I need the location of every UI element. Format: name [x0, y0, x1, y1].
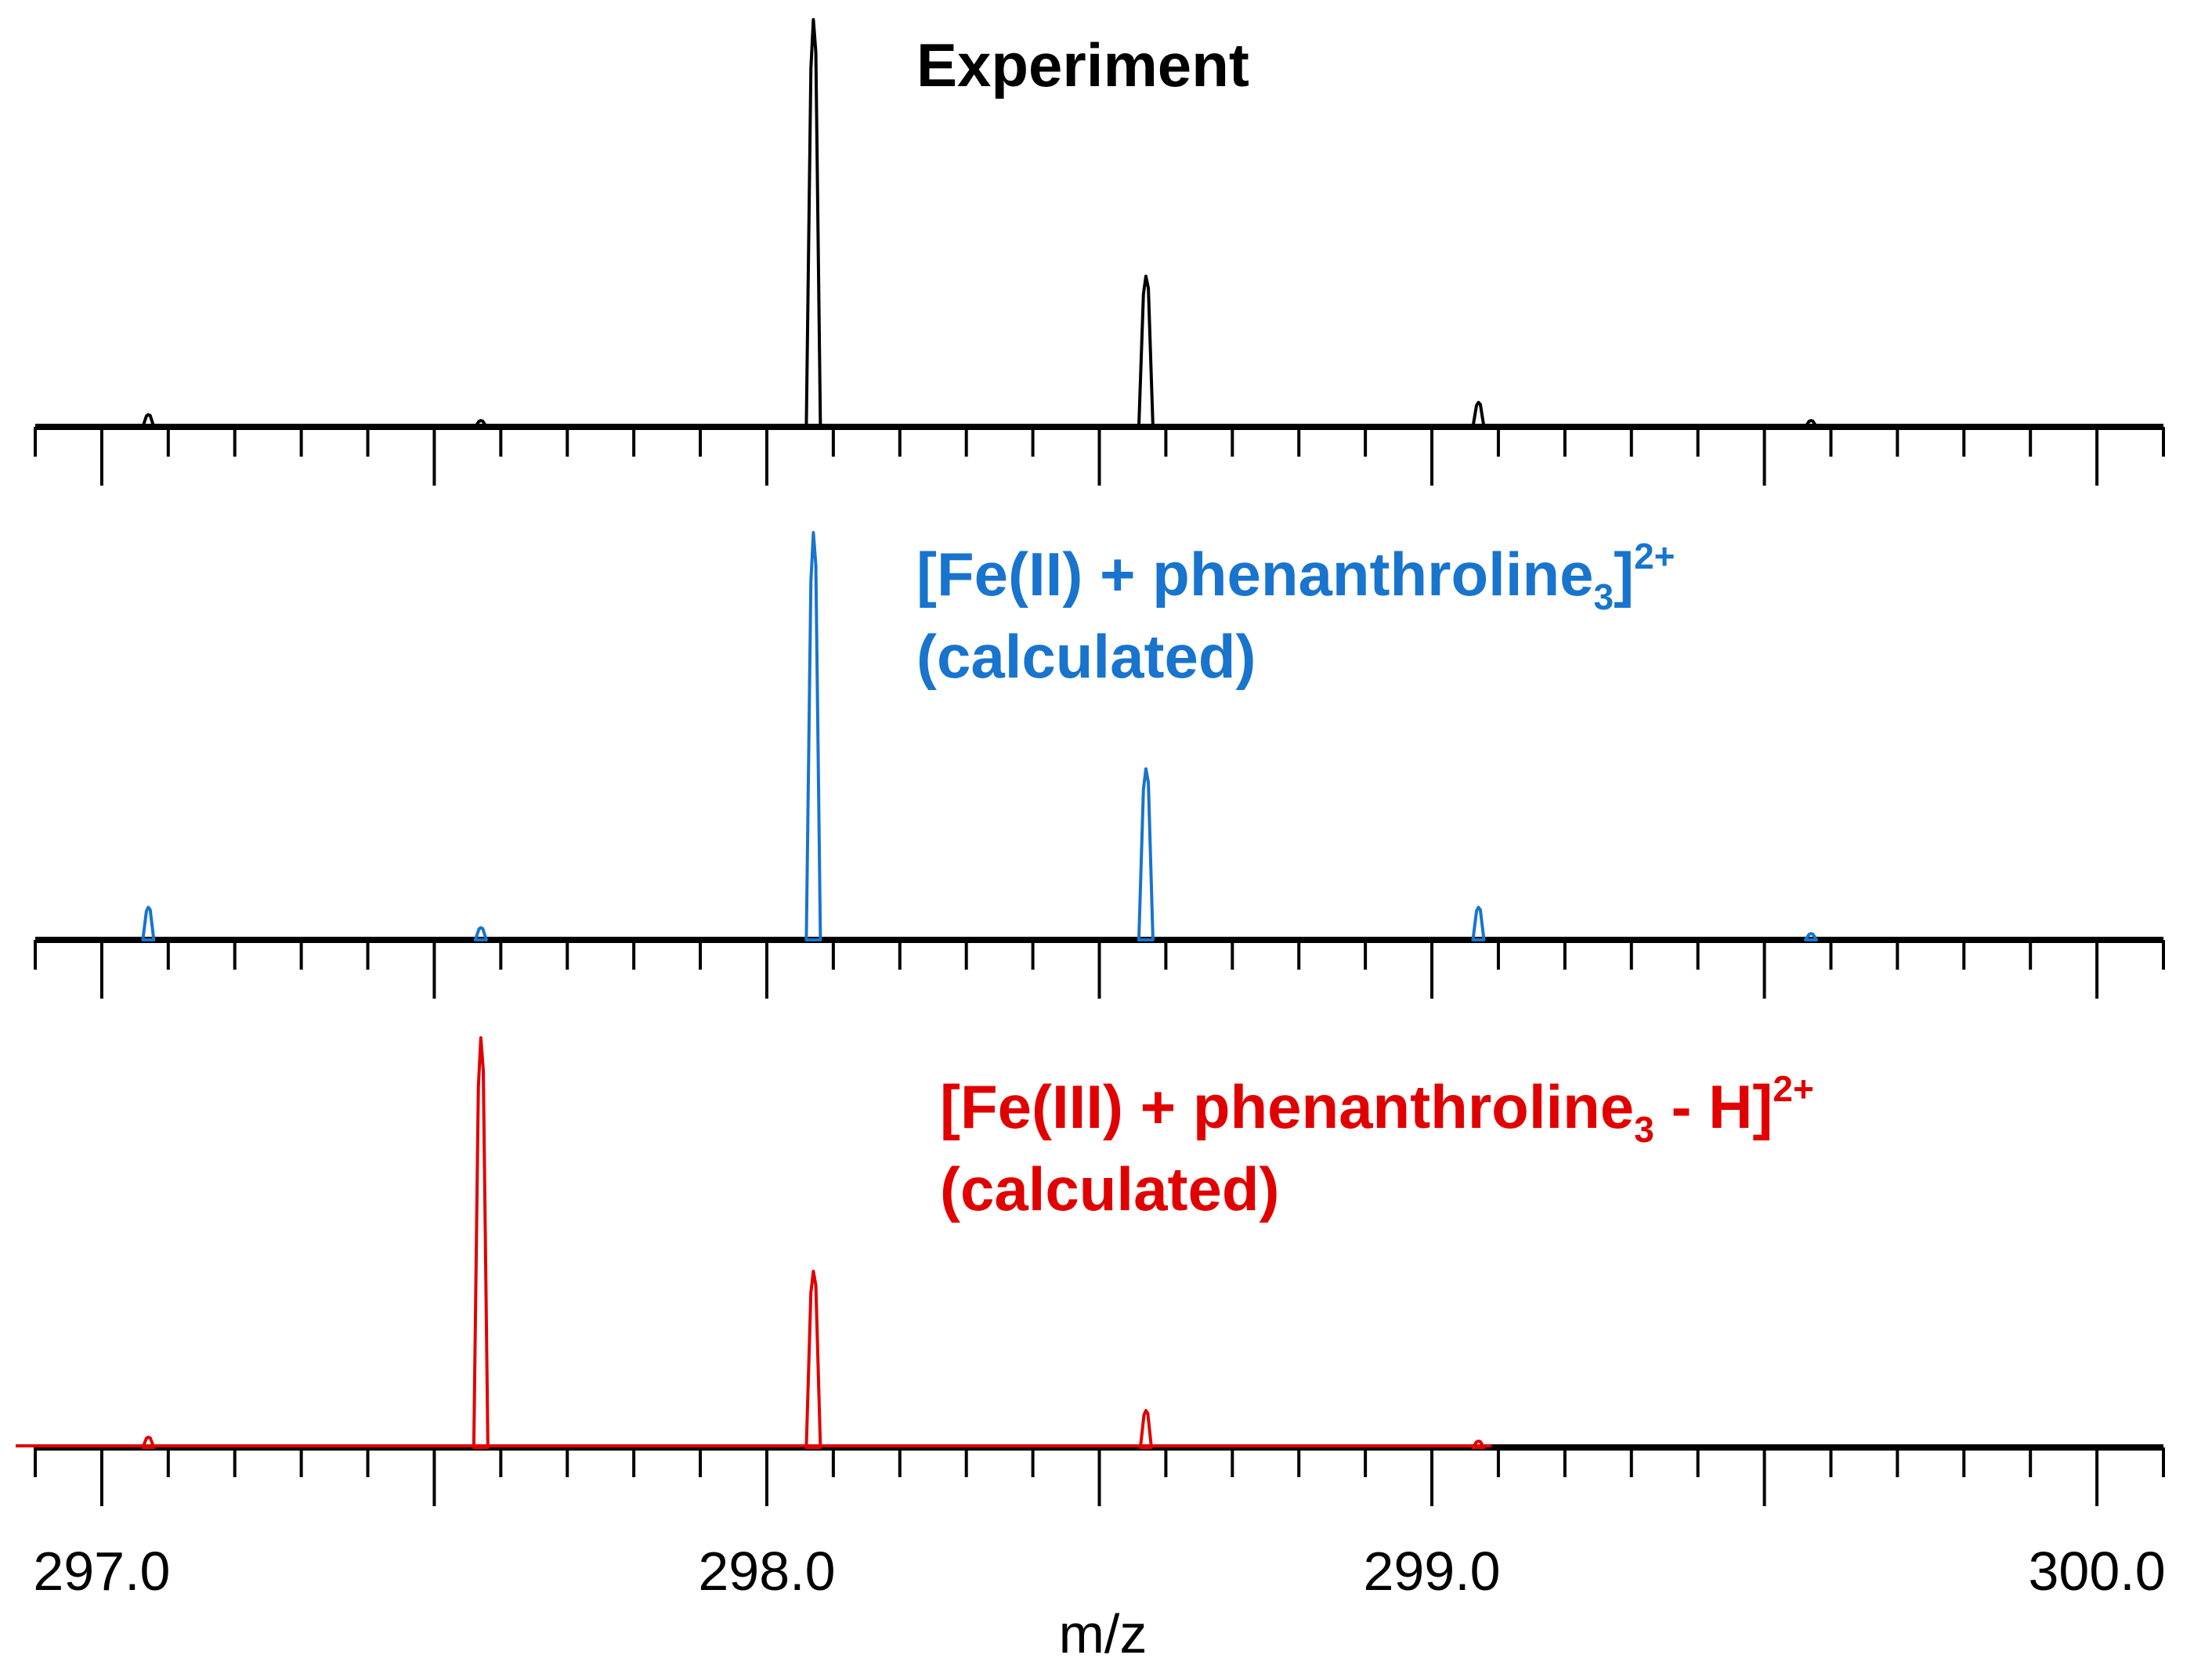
series-label: (calculated)	[940, 1154, 1279, 1223]
x-tick-label: 300.0	[2029, 1541, 2166, 1602]
series-label: [Fe(III) + phenanthroline3 - H]2+	[940, 1068, 1814, 1150]
series-label: [Fe(II) + phenanthroline3]2+	[916, 536, 1675, 617]
peak	[1471, 400, 1486, 428]
peak	[804, 531, 822, 941]
panel-2: [Fe(III) + phenanthroline3 - H]2+(calcul…	[16, 1036, 2165, 1506]
peak	[1471, 905, 1486, 941]
peak	[1138, 1408, 1153, 1449]
peak	[141, 1435, 156, 1449]
x-tick-label: 298.0	[698, 1541, 835, 1602]
panel-1: [Fe(II) + phenanthroline3]2+(calculated)	[34, 531, 2165, 999]
peak	[473, 419, 488, 428]
peak	[473, 926, 488, 941]
peak	[804, 18, 822, 428]
peak	[472, 1036, 490, 1449]
series-label: (calculated)	[916, 622, 1256, 691]
peak	[804, 1270, 822, 1449]
peak	[141, 413, 156, 428]
x-axis-label: m/z	[1059, 1603, 1148, 1664]
spectrum-panels: Experiment[Fe(II) + phenanthroline3]2+(c…	[16, 18, 2165, 1506]
panel-0: Experiment	[34, 18, 2165, 486]
peak	[1804, 419, 1818, 428]
x-tick-labels: 297.0 298.0 299.0 300.0	[33, 1541, 2165, 1602]
x-tick-label: 299.0	[1363, 1541, 1500, 1602]
peak	[1471, 1440, 1486, 1449]
x-tick-label: 297.0	[33, 1541, 170, 1602]
peak	[1137, 767, 1155, 941]
series-label: Experiment	[916, 31, 1249, 99]
peak	[1804, 932, 1818, 941]
peak	[1137, 274, 1155, 428]
peak	[141, 905, 156, 941]
